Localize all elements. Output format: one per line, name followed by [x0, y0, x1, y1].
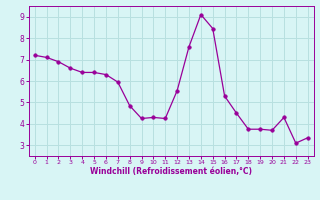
X-axis label: Windchill (Refroidissement éolien,°C): Windchill (Refroidissement éolien,°C) — [90, 167, 252, 176]
